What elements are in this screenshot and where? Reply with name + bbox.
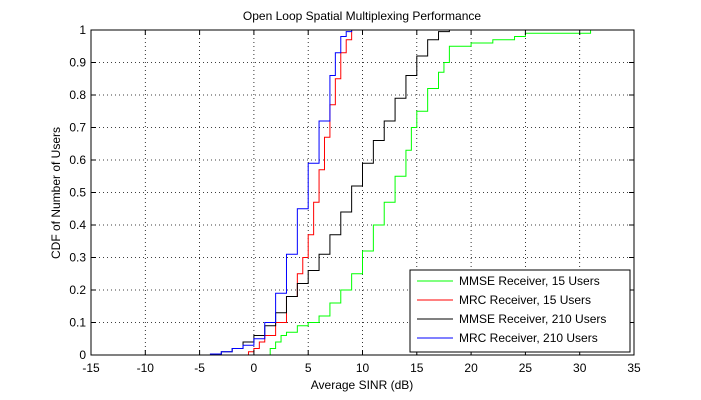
- x-tick-label: 0: [251, 361, 258, 375]
- legend-entry-label: MMSE Receiver, 15 Users: [459, 274, 600, 288]
- series-line-1: [264, 30, 592, 356]
- legend-entry-label: MRC Receiver, 210 Users: [459, 331, 598, 345]
- y-tick-label: 0.9: [69, 56, 86, 70]
- y-tick-label: 0.2: [69, 283, 86, 297]
- chart-title: Open Loop Spatial Multiplexing Performan…: [243, 9, 481, 23]
- y-tick-label: 0.6: [69, 153, 86, 167]
- x-tick-label: 5: [305, 361, 312, 375]
- y-axis-label: CDF of Number of Users: [49, 127, 63, 259]
- x-tick-label: 35: [627, 361, 641, 375]
- series-line-4: [145, 30, 353, 356]
- legend-entry-label: MRC Receiver, 15 Users: [459, 293, 591, 307]
- x-tick-label: 20: [464, 361, 478, 375]
- series-lines: [145, 30, 592, 356]
- x-tick-label: -5: [194, 361, 205, 375]
- legend: MMSE Receiver, 15 Users MRC Receiver, 15 …: [409, 269, 631, 353]
- y-tick-label: 0.1: [69, 316, 86, 330]
- y-tick-label: 0.3: [69, 251, 86, 265]
- y-tick-label: 0.5: [69, 186, 86, 200]
- legend-entry-label: MMSE Receiver, 210 Users: [459, 312, 606, 326]
- x-tick-label: 30: [573, 361, 587, 375]
- y-tick-label: 0.4: [69, 218, 86, 232]
- y-tick-label: 0: [79, 348, 86, 362]
- y-tick-label: 0.7: [69, 121, 86, 135]
- x-tick-label: 25: [519, 361, 533, 375]
- x-tick-label: 15: [410, 361, 424, 375]
- y-tick-label: 0.8: [69, 88, 86, 102]
- axis-ticks: -15 -10 -5 0 5 10 15 20 25 30 35 0 0.1 0.2 0.3 0.4 0.5 0.…: [69, 23, 641, 375]
- x-tick-label: -15: [82, 361, 100, 375]
- x-tick-label: 10: [356, 361, 370, 375]
- x-axis-label: Average SINR (dB): [311, 378, 414, 392]
- series-line-2: [243, 30, 353, 356]
- x-tick-label: -10: [137, 361, 155, 375]
- y-tick-label: 1: [79, 23, 86, 37]
